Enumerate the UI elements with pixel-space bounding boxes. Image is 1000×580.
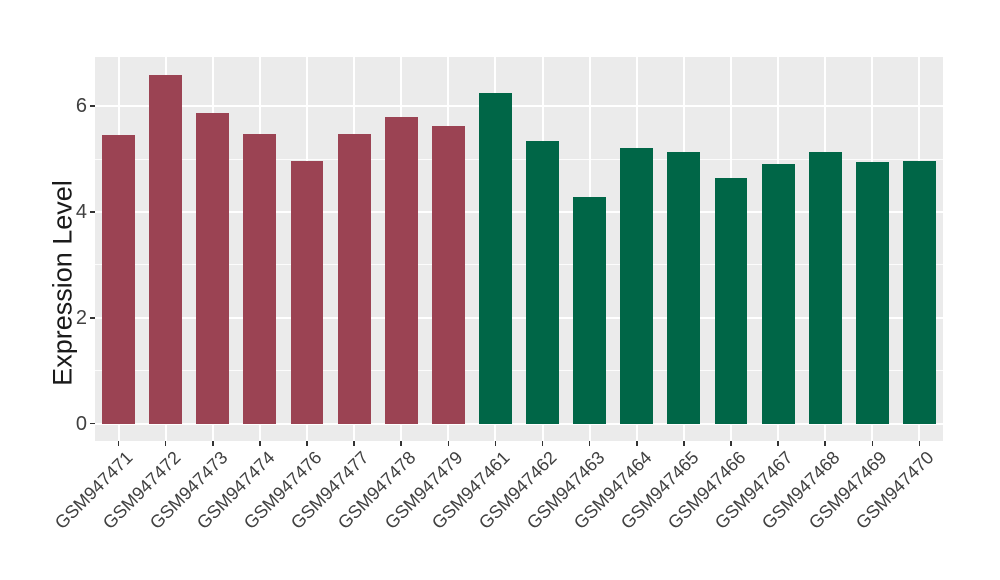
bar-GSM947466	[714, 177, 748, 424]
x-tick	[400, 441, 402, 446]
bar-GSM947472	[149, 74, 183, 424]
x-tick	[353, 441, 355, 446]
x-tick	[871, 441, 874, 446]
x-tick	[447, 441, 450, 446]
x-tick	[259, 441, 261, 446]
y-tick-label: 0	[75, 412, 87, 435]
bar-GSM947471	[102, 135, 136, 424]
bar-GSM947479	[431, 125, 465, 424]
bar-GSM947462	[526, 141, 560, 424]
x-tick	[824, 441, 826, 446]
y-axis-title: Expression Level	[47, 180, 78, 386]
x-tick	[541, 441, 544, 446]
x-tick	[683, 441, 685, 446]
gridline-major	[95, 210, 943, 213]
x-tick	[918, 441, 921, 446]
bar-GSM947469	[855, 162, 889, 424]
y-tick	[90, 317, 95, 319]
x-tick	[730, 441, 732, 446]
x-tick	[164, 441, 167, 446]
bar-GSM947478	[384, 116, 418, 424]
bar-GSM947473	[196, 112, 230, 424]
bar-GSM947476	[290, 161, 324, 424]
bar-GSM947464	[620, 147, 654, 424]
x-tick	[212, 441, 214, 446]
y-tick	[90, 211, 95, 213]
y-tick	[90, 422, 95, 425]
x-tick	[588, 441, 591, 446]
y-tick-label: 4	[75, 200, 87, 223]
gridline-minor	[95, 370, 943, 372]
bar-GSM947470	[902, 160, 936, 424]
x-tick	[494, 441, 497, 446]
bar-GSM947463	[573, 197, 607, 424]
gridline-minor	[95, 264, 943, 266]
x-tick	[636, 441, 638, 446]
gridline-major	[95, 422, 943, 425]
bar-GSM947465	[667, 152, 701, 424]
y-tick	[90, 105, 95, 107]
gridline-major	[95, 316, 943, 319]
bar-GSM947468	[808, 152, 842, 424]
bar-GSM947477	[337, 133, 371, 424]
y-tick-label: 2	[75, 306, 87, 329]
x-tick	[306, 441, 308, 446]
bar-GSM947474	[243, 133, 277, 424]
gridline-minor	[95, 158, 943, 160]
bar-GSM947467	[761, 164, 795, 424]
y-tick-label: 6	[75, 95, 87, 118]
gridline-major	[95, 105, 943, 108]
x-tick	[117, 441, 120, 446]
x-tick	[777, 441, 779, 446]
plot-panel	[95, 57, 943, 441]
bar-GSM947461	[478, 93, 512, 424]
